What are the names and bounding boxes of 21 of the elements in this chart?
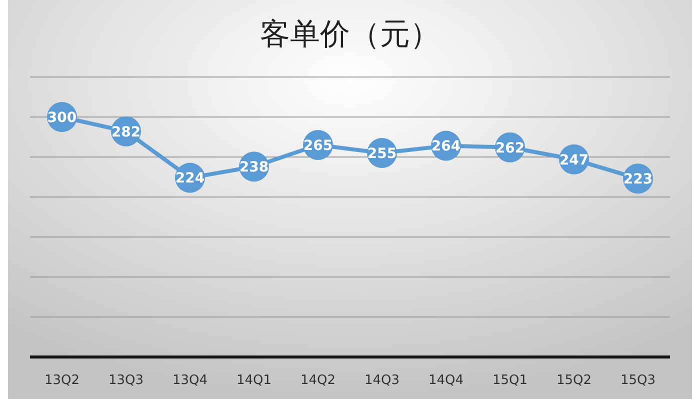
x-tick-label: 13Q3	[108, 373, 144, 388]
x-tick-label: 15Q3	[620, 373, 656, 388]
x-tick-label: 13Q4	[172, 373, 208, 388]
data-label: 262	[495, 140, 525, 156]
data-label: 282	[111, 124, 141, 140]
x-tick-label: 14Q3	[364, 373, 400, 388]
x-tick-label: 15Q1	[492, 373, 528, 388]
data-label: 300	[47, 110, 77, 126]
x-tick-label: 13Q2	[44, 373, 80, 388]
chart-title: 客单价（元）	[260, 17, 440, 52]
data-label: 247	[559, 152, 589, 168]
x-tick-label: 15Q2	[556, 373, 592, 388]
x-tick-label: 14Q1	[236, 373, 272, 388]
data-label: 265	[303, 138, 333, 154]
data-label: 255	[367, 146, 397, 162]
x-tick-label: 14Q2	[300, 373, 336, 388]
data-label: 223	[623, 172, 653, 188]
data-label: 264	[431, 138, 461, 155]
data-label: 224	[175, 170, 205, 187]
x-tick-label: 14Q4	[428, 373, 464, 388]
data-label: 238	[239, 160, 269, 176]
